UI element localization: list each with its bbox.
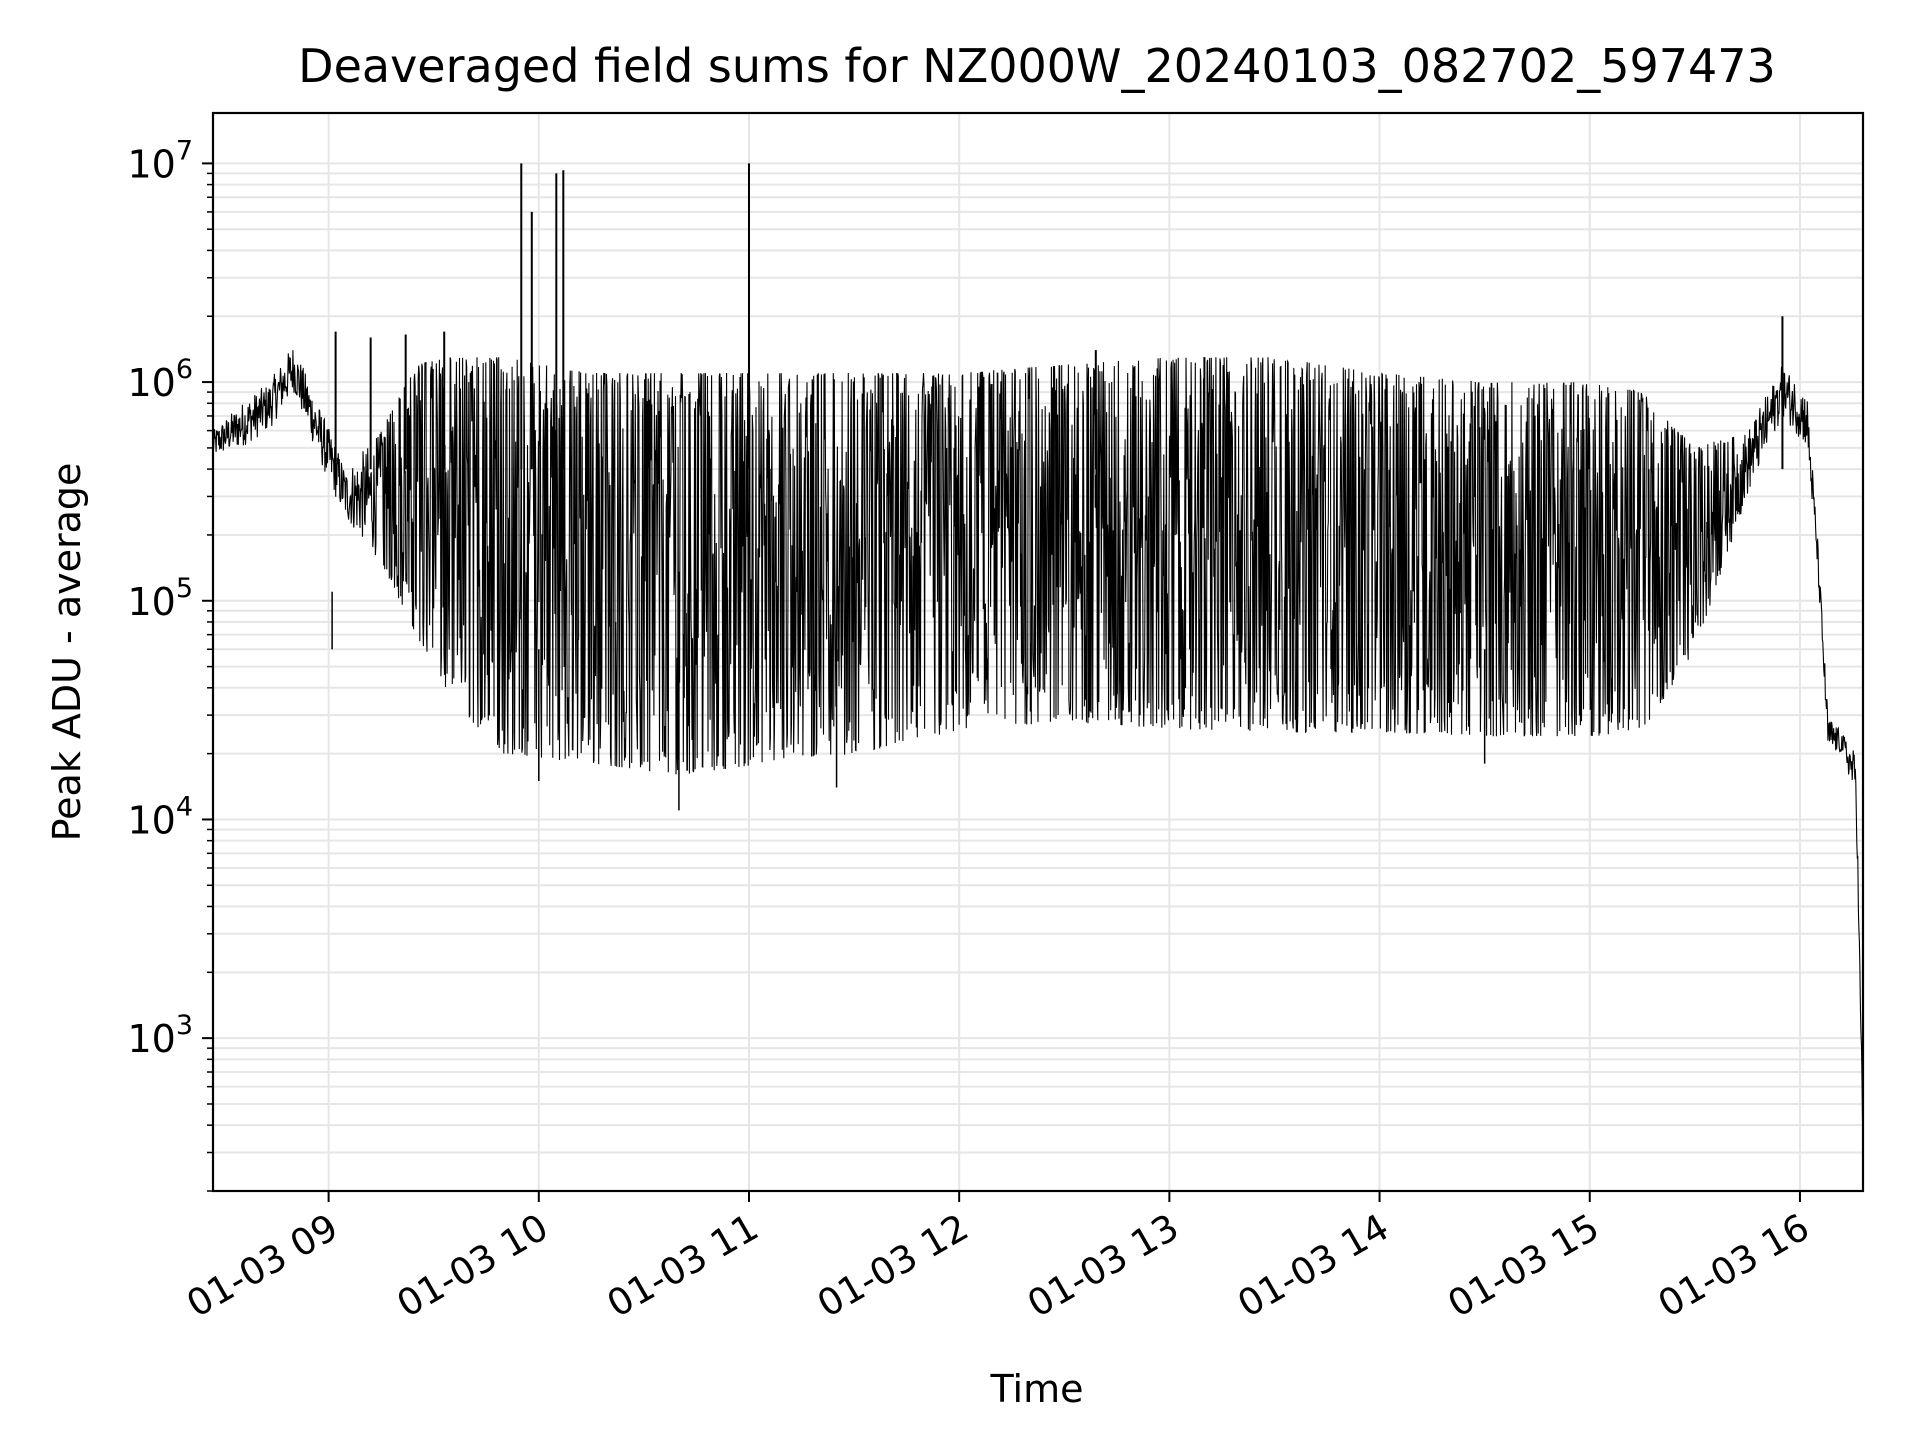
y-tick-label: 105	[127, 573, 193, 624]
y-tick-label: 107	[127, 135, 193, 186]
data-series	[212, 163, 1864, 1131]
y-axis-ticks: 103 104 105 106 107	[127, 135, 213, 1192]
chart-title: Deaveraged field sums for NZ000W_2024010…	[298, 39, 1776, 93]
plot-frame	[211, 111, 1865, 1193]
y-tick-label: 106	[127, 354, 193, 405]
series-line	[212, 350, 1864, 1131]
x-axis-label: Time	[990, 1367, 1084, 1411]
y-tick-label: 104	[127, 791, 193, 842]
y-tick-label: 103	[127, 1010, 193, 1061]
y-axis-label: Peak ADU - average	[45, 463, 89, 842]
